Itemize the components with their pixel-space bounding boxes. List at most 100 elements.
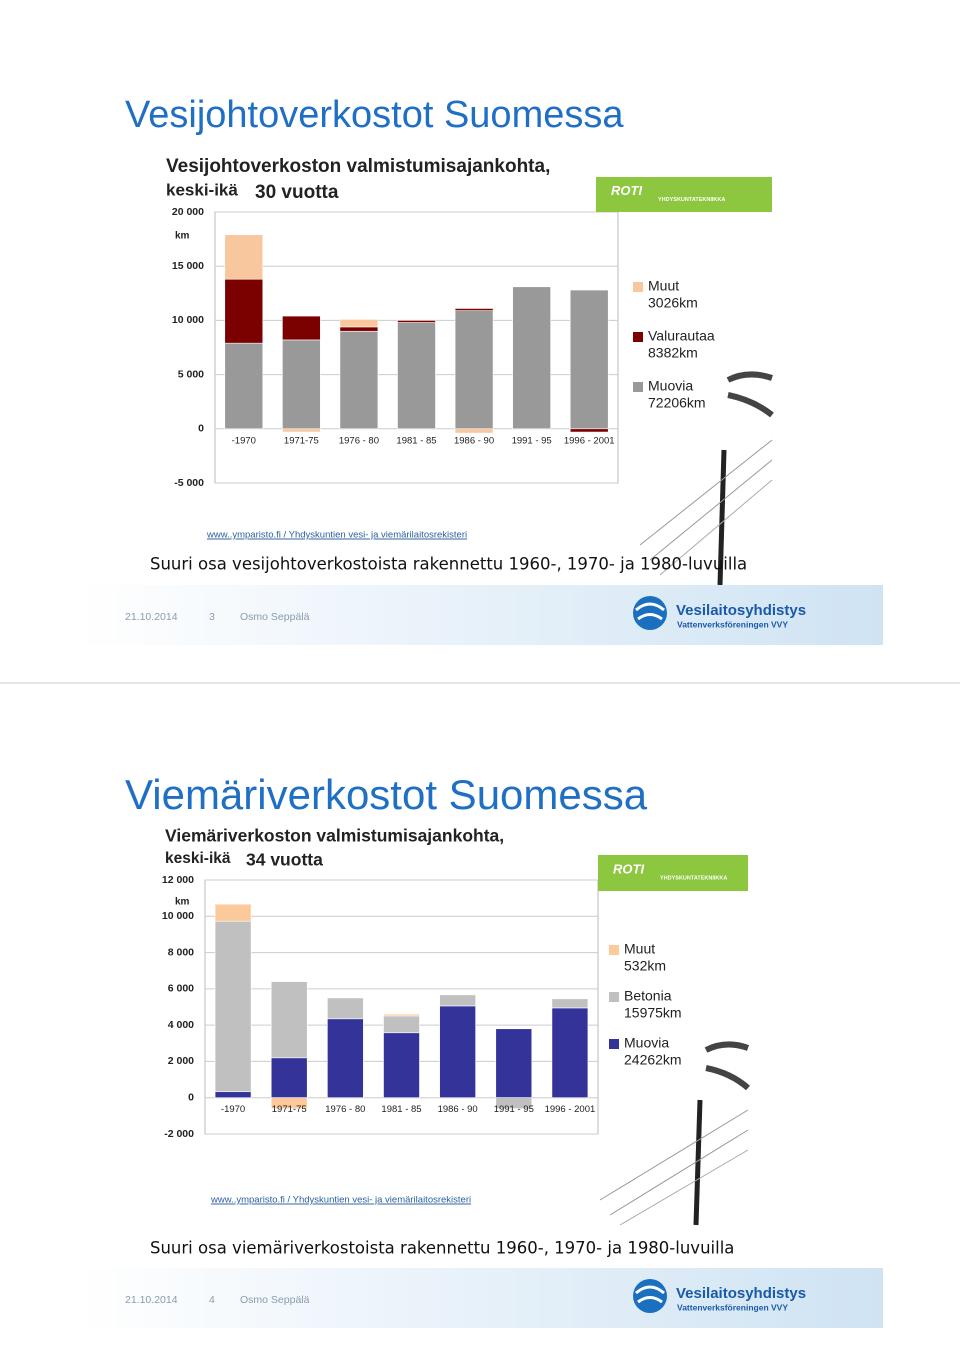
x-tick-label: 1996 - 2001 bbox=[545, 1104, 596, 1115]
bar-segment bbox=[339, 319, 379, 328]
roti-logo-text: ROTI bbox=[611, 183, 642, 198]
footer-page: 4 bbox=[209, 1294, 215, 1306]
footer-date: 21.10.2014 bbox=[125, 611, 178, 623]
roti-logo-text: ROTI bbox=[613, 861, 644, 876]
legend-swatch bbox=[633, 382, 643, 392]
y-tick-label: 15 000 bbox=[172, 260, 204, 272]
bar-segment bbox=[454, 310, 494, 430]
bar-segment bbox=[454, 308, 494, 311]
bar-segment bbox=[439, 1005, 476, 1099]
legend-swatch bbox=[609, 992, 619, 1002]
legend-detail: 15975km bbox=[624, 1005, 682, 1021]
org-logo bbox=[633, 596, 667, 630]
x-tick-label: 1996 - 2001 bbox=[564, 435, 615, 446]
unit-label: km bbox=[175, 231, 190, 242]
roti-logo bbox=[598, 855, 748, 891]
bar-segment bbox=[495, 1097, 533, 1109]
roti-logo-subtitle: YHDYSKUNTATEKNIIKKA bbox=[658, 197, 725, 203]
bar-segment bbox=[214, 1091, 252, 1099]
y-tick-label: 0 bbox=[198, 423, 204, 435]
x-tick-label: -1970 bbox=[232, 435, 256, 446]
chart-title: Vesijohtoverkoston valmistumisajankohta, bbox=[166, 156, 550, 177]
y-tick-label: 0 bbox=[188, 1091, 194, 1103]
chart-subtitle: keski-ikä bbox=[165, 850, 231, 867]
chart-subtitle-value: 34 vuotta bbox=[246, 850, 323, 870]
caption: Suuri osa vesijohtoverkostoista rakennet… bbox=[150, 555, 747, 574]
chart-source: www..ymparisto.fi / Yhdyskuntien vesi- j… bbox=[206, 530, 467, 541]
bar-segment bbox=[224, 342, 264, 430]
chart-source: www..ymparisto.fi / Yhdyskuntien vesi- j… bbox=[210, 1195, 471, 1206]
x-tick-label: 1976 - 80 bbox=[325, 1104, 365, 1115]
legend-label: Valurautaa bbox=[648, 328, 715, 344]
bar-segment bbox=[224, 234, 264, 280]
x-tick-label: 1991 - 95 bbox=[512, 435, 552, 446]
legend-detail: 72206km bbox=[648, 395, 706, 411]
slide-title: Viemäriverkostot Suomessa bbox=[125, 771, 648, 818]
y-tick-label: -5 000 bbox=[174, 477, 204, 489]
roti-logo bbox=[596, 177, 772, 212]
bar-segment bbox=[214, 920, 252, 1093]
x-tick-label: 1981 - 85 bbox=[381, 1104, 421, 1115]
legend-swatch bbox=[633, 282, 643, 292]
bar-segment bbox=[339, 330, 379, 430]
legend-label: Muovia bbox=[648, 378, 693, 394]
legend-detail: 3026km bbox=[648, 295, 698, 311]
bar-segment bbox=[397, 322, 436, 430]
chart-title: Viemäriverkoston valmistumisajankohta, bbox=[165, 826, 504, 846]
x-tick-label: 1971-75 bbox=[272, 1104, 307, 1115]
legend-detail: 24262km bbox=[624, 1052, 682, 1068]
bar-segment bbox=[270, 1057, 308, 1099]
legend-label: Muut bbox=[648, 278, 679, 294]
caption: Suuri osa viemäriverkostoista rakennettu… bbox=[150, 1239, 734, 1258]
org-logo bbox=[633, 1279, 667, 1313]
footer-page: 3 bbox=[209, 611, 215, 623]
legend-swatch bbox=[633, 332, 643, 342]
decoration bbox=[599, 1041, 750, 1226]
y-tick-label: 12 000 bbox=[162, 874, 194, 886]
decoration bbox=[639, 371, 774, 586]
bar-segment bbox=[282, 428, 321, 433]
bar-segment bbox=[551, 998, 589, 1009]
bar-segment bbox=[327, 997, 364, 1020]
bar-segment bbox=[551, 1007, 589, 1099]
y-tick-label: 8 000 bbox=[168, 946, 194, 958]
bar-segment bbox=[224, 278, 264, 344]
org-subtitle: Vattenverksföreningen VVY bbox=[677, 1302, 788, 1312]
roti-logo-subtitle: YHDYSKUNTATEKNIIKKA bbox=[660, 875, 727, 881]
x-tick-label: 1971-75 bbox=[284, 435, 319, 446]
bar-segment bbox=[270, 1097, 308, 1109]
bar-segment bbox=[327, 1018, 364, 1099]
bar-segment bbox=[512, 286, 551, 430]
legend-label: Betonia bbox=[624, 988, 672, 1004]
y-tick-label: 6 000 bbox=[168, 983, 194, 995]
footer-author: Osmo Seppälä bbox=[240, 1294, 310, 1306]
chart-subtitle-value: 30 vuotta bbox=[255, 182, 339, 203]
bar-segment bbox=[383, 1013, 420, 1017]
legend-label: Muovia bbox=[624, 1035, 669, 1051]
footer-date: 21.10.2014 bbox=[125, 1294, 178, 1306]
legend-label: Muut bbox=[624, 941, 655, 957]
footer-band bbox=[77, 1268, 883, 1328]
y-tick-label: 2 000 bbox=[168, 1055, 194, 1067]
org-name: Vesilaitosyhdistys bbox=[676, 1285, 806, 1302]
x-tick-label: 1986 - 90 bbox=[438, 1104, 478, 1115]
slide-title: Vesijohtoverkostot Suomessa bbox=[125, 94, 624, 136]
bar-segment bbox=[454, 428, 494, 434]
org-subtitle: Vattenverksföreningen VVY bbox=[677, 619, 788, 629]
y-tick-label: 20 000 bbox=[172, 206, 204, 218]
legend-swatch bbox=[609, 1039, 619, 1049]
bar-segment bbox=[339, 326, 379, 332]
y-tick-label: -2 000 bbox=[164, 1128, 194, 1140]
x-tick-label: -1970 bbox=[221, 1104, 245, 1115]
legend-swatch bbox=[609, 945, 619, 955]
footer-band bbox=[77, 585, 883, 645]
x-tick-label: 1991 - 95 bbox=[494, 1104, 534, 1115]
bar-segment bbox=[397, 320, 436, 323]
legend-detail: 8382km bbox=[648, 345, 698, 361]
x-tick-label: 1981 - 85 bbox=[396, 435, 436, 446]
bar-segment bbox=[495, 1028, 533, 1099]
bar-segment bbox=[214, 903, 252, 922]
bar-segment bbox=[282, 315, 321, 341]
